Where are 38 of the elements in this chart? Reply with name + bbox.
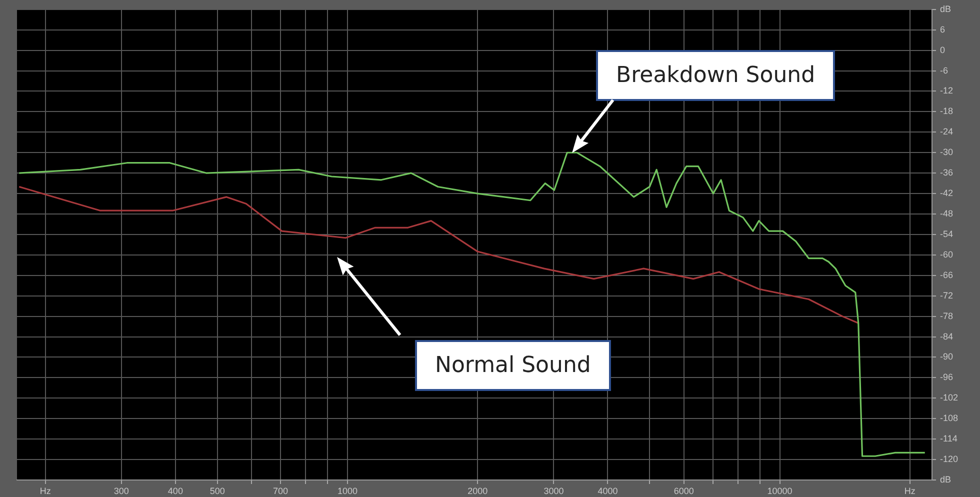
y-tick-label: -54: [940, 228, 954, 239]
y-tick-label: 0: [940, 44, 946, 55]
x-tick-label: 6000: [674, 486, 694, 496]
y-tick-label: -120: [940, 454, 958, 464]
y-tick-label: -72: [940, 290, 954, 300]
x-tick-label: 700: [272, 486, 288, 496]
x-tick-label: 3000: [544, 486, 564, 496]
annotation: Breakdown Sound: [596, 50, 836, 101]
y-tick-label: -12: [940, 86, 954, 96]
y-tick-label: dB: [940, 4, 952, 14]
annotation: Normal Sound: [415, 340, 611, 391]
x-tick-label: 300: [114, 486, 129, 496]
y-tick-label: -6: [940, 65, 948, 76]
y-tick-label: 6: [940, 24, 946, 34]
x-tick-label: 500: [210, 486, 225, 496]
x-tick-label: Hz: [40, 486, 52, 496]
y-tick-label: -108: [940, 413, 958, 424]
y-tick-label: -60: [940, 249, 954, 260]
x-tick-label: 2000: [468, 486, 488, 496]
y-tick-label: -18: [940, 106, 954, 116]
x-tick-label: 10000: [767, 486, 792, 496]
y-tick-label: -78: [940, 310, 954, 321]
y-tick-label: -96: [940, 372, 954, 382]
y-tick-label: -42: [940, 188, 954, 198]
y-tick-label: -66: [940, 270, 954, 280]
y-tick-label: dB: [940, 474, 952, 484]
y-tick-label: -48: [940, 208, 954, 218]
x-tick-label: 4000: [598, 486, 618, 496]
y-tick-label: -114: [940, 434, 958, 444]
x-tick-label: 400: [168, 486, 183, 496]
y-tick-label: -84: [940, 331, 954, 342]
y-tick-label: -36: [940, 168, 954, 178]
x-tick-label: 1000: [337, 486, 358, 496]
y-tick-label: -30: [940, 147, 954, 158]
y-tick-label: -90: [940, 352, 954, 362]
y-tick-label: -102: [940, 392, 958, 403]
y-tick-label: -24: [940, 126, 954, 137]
x-tick-label: Hz: [904, 486, 916, 496]
